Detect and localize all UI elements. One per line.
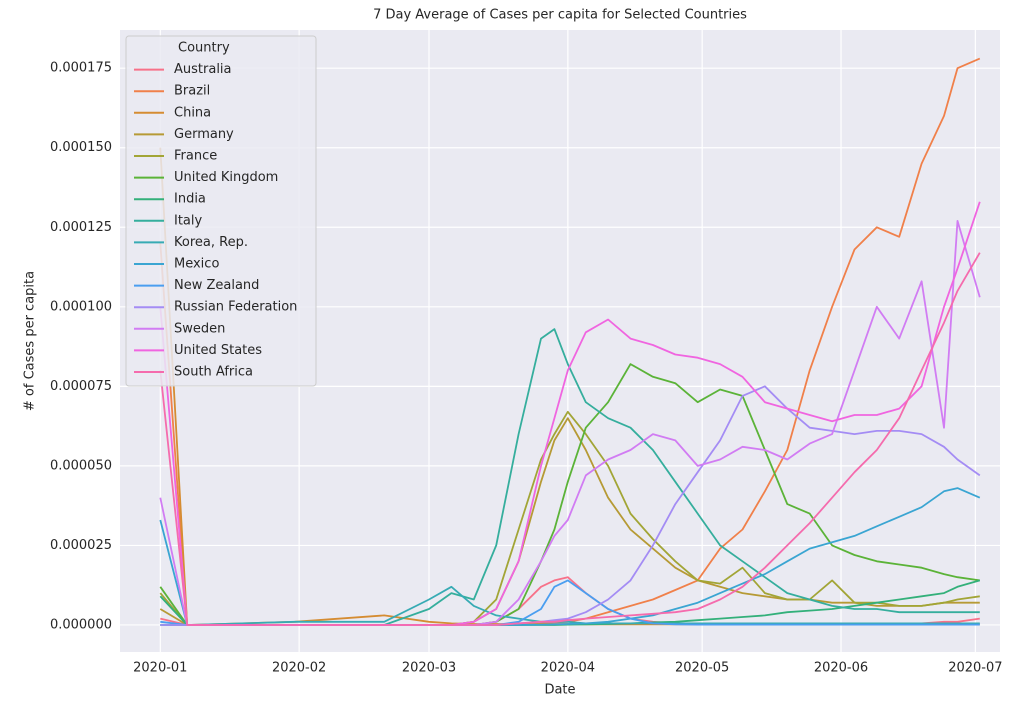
legend-title: Country — [178, 41, 230, 56]
y-tick-label: 0.000075 — [50, 379, 112, 394]
legend-label: United Kingdom — [174, 170, 278, 185]
y-tick-label: 0.000150 — [50, 140, 112, 155]
legend-label: Sweden — [174, 321, 225, 336]
y-tick-label: 0.000000 — [50, 617, 112, 632]
x-tick-label: 2020-05 — [675, 661, 729, 676]
legend-label: Italy — [174, 213, 203, 228]
legend-label: India — [174, 192, 206, 207]
x-axis-label: Date — [544, 683, 575, 698]
legend-label: Russian Federation — [174, 300, 297, 315]
x-tick-label: 2020-02 — [272, 661, 326, 676]
legend-label: South Africa — [174, 365, 253, 380]
y-axis-label: # of Cases per capita — [23, 271, 38, 411]
legend-frame — [125, 35, 317, 387]
y-tick-label: 0.000175 — [50, 61, 112, 76]
legend-label: New Zealand — [174, 278, 259, 293]
lines — [159, 57, 981, 626]
x-tick-label: 2020-03 — [402, 661, 456, 676]
legend-label: Korea, Rep. — [174, 235, 248, 250]
series-line — [159, 252, 981, 626]
legend-label: France — [174, 149, 217, 164]
chart-title: 7 Day Average of Cases per capita for Se… — [373, 8, 747, 23]
legend-label: Mexico — [174, 257, 219, 272]
legend: Country Australia Brazil China Germany France… — [125, 35, 317, 387]
y-tick-label: 0.000025 — [50, 538, 112, 553]
legend-label: Brazil — [174, 84, 210, 99]
x-tick-label: 2020-07 — [948, 661, 1002, 676]
series-line — [160, 328, 980, 626]
x-tick-label: 2020-01 — [133, 661, 187, 676]
y-tick-label: 0.000100 — [50, 299, 112, 314]
legend-label: China — [174, 105, 211, 120]
legend-label: Australia — [174, 62, 232, 77]
x-tick-label: 2020-04 — [541, 661, 595, 676]
y-tick-label: 0.000125 — [50, 220, 112, 235]
x-tick-label: 2020-06 — [814, 661, 868, 676]
legend-label: Germany — [174, 127, 234, 142]
y-tick-label: 0.000050 — [50, 458, 112, 473]
legend-label: United States — [174, 343, 262, 358]
